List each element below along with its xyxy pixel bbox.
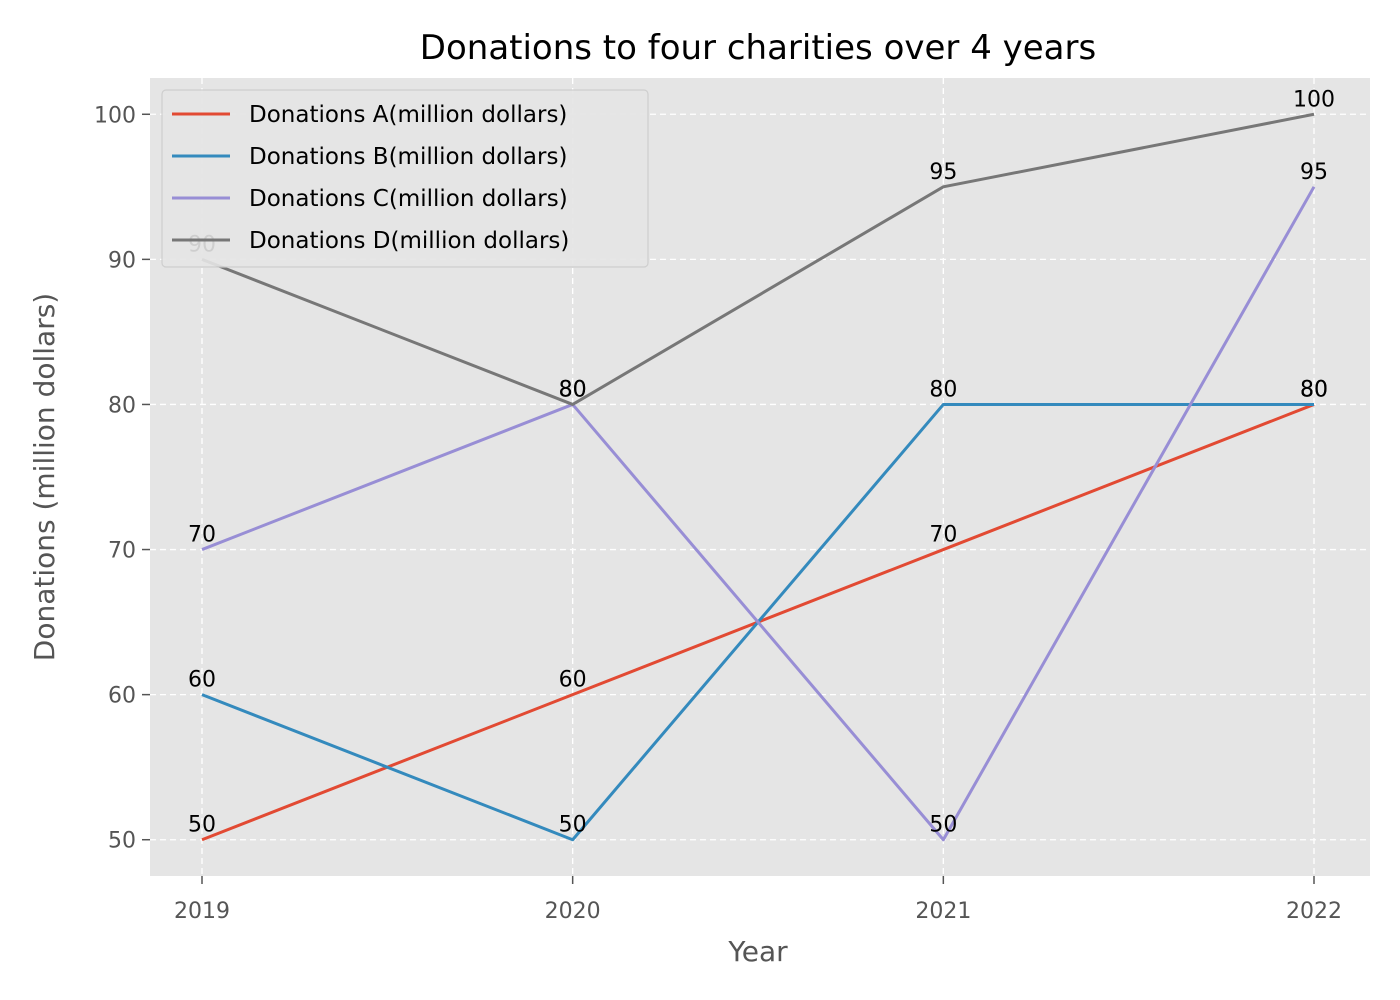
- legend-entry-4: Donations D(million dollars): [249, 228, 569, 254]
- y-tick-label: 90: [108, 248, 136, 273]
- y-tick-label: 60: [108, 684, 136, 709]
- y-tick-label: 50: [108, 829, 136, 854]
- x-tick-label: 2022: [1286, 899, 1342, 924]
- data-label-3: 50: [929, 813, 957, 838]
- data-label-4: 100: [1293, 87, 1335, 112]
- data-label-2: 60: [188, 668, 216, 693]
- data-label-3: 70: [188, 523, 216, 548]
- data-label-1: 50: [188, 813, 216, 838]
- chart-title: Donations to four charities over 4 years: [420, 28, 1096, 68]
- series-lines: [201, 112, 1316, 842]
- data-label-1: 60: [559, 668, 587, 693]
- y-tick-label: 80: [108, 393, 136, 418]
- data-label-4: 80: [559, 377, 587, 402]
- legend-box: [161, 89, 649, 268]
- x-tick-label: 2020: [545, 899, 601, 924]
- data-label-4: 95: [929, 160, 957, 185]
- x-tick-label: 2019: [174, 899, 230, 924]
- legend-entry-1: Donations A(million dollars): [249, 102, 567, 128]
- x-axis-label: Year: [727, 935, 788, 968]
- data-label-1: 80: [1300, 377, 1328, 402]
- series-line-3: [201, 186, 1316, 842]
- data-label-3: 80: [559, 377, 587, 402]
- legend-entry-3: Donations C(million dollars): [249, 186, 568, 212]
- y-axis-label: Donations (million dollars): [28, 293, 61, 661]
- y-tick-label: 70: [108, 539, 136, 564]
- series-line-4: [201, 112, 1315, 406]
- data-label-3: 95: [1300, 160, 1328, 185]
- x-tick-label: 2021: [915, 899, 971, 924]
- data-label-2: 50: [559, 813, 587, 838]
- y-tick-label: 100: [94, 103, 136, 128]
- data-label-2: 80: [929, 377, 957, 402]
- legend: Donations A(million dollars) Donations B(…: [161, 89, 649, 268]
- legend-entry-2: Donations B(million dollars): [249, 144, 567, 170]
- data-label-1: 70: [929, 523, 957, 548]
- axis-ticks: 50 60 70 80 90 100 2019 2020 2021 2022: [94, 103, 1342, 924]
- data-label-2: 80: [1300, 377, 1328, 402]
